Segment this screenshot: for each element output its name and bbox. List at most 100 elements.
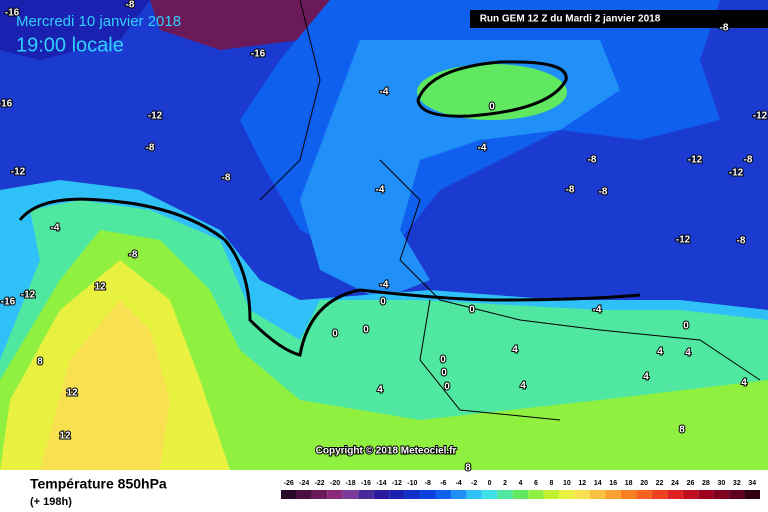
zero-contour bbox=[416, 60, 568, 118]
contour-label: -12 bbox=[676, 235, 691, 246]
scale-swatch bbox=[373, 490, 390, 499]
scale-swatch bbox=[682, 490, 699, 499]
field-warm bbox=[40, 300, 170, 470]
contour-label: 0 bbox=[489, 102, 495, 113]
scale-label: 24 bbox=[671, 480, 679, 487]
contour-label: 0 bbox=[441, 368, 447, 379]
scale-swatch bbox=[605, 490, 621, 499]
scale-swatch bbox=[389, 490, 405, 499]
contour-label: 0 bbox=[363, 325, 369, 336]
contour-label: -12 bbox=[21, 290, 36, 301]
contour-label: 0 bbox=[440, 355, 446, 366]
scale-label: 16 bbox=[609, 480, 617, 487]
scale-label: 18 bbox=[625, 480, 633, 487]
contour-label: 0 bbox=[380, 297, 386, 308]
date: Mercredi 10 janvier 2018 bbox=[16, 13, 181, 30]
contour-label: 0 bbox=[332, 329, 338, 340]
scale-swatch bbox=[636, 490, 652, 499]
contour-label: -12 bbox=[753, 111, 768, 122]
copyright: Copyright © 2018 Meteociel.fr bbox=[316, 446, 457, 457]
scale-swatch bbox=[574, 490, 591, 499]
scale-swatch bbox=[651, 490, 668, 499]
scale-label: 2 bbox=[503, 480, 507, 487]
run-box bbox=[470, 10, 768, 28]
scale-label: -8 bbox=[425, 480, 431, 487]
color-scale: -26 -24 -22 -20 -18 -16 -14 -12 -10 -8 -6 -4 -2 0 2 4 6 8… bbox=[281, 480, 760, 499]
contour-label: -16 bbox=[0, 99, 13, 110]
scale-label: 22 bbox=[656, 480, 664, 487]
contour-label: 0 bbox=[444, 382, 450, 393]
scale-swatch bbox=[590, 490, 606, 499]
contour-label: -8 bbox=[599, 187, 608, 198]
scale-label: -18 bbox=[345, 480, 355, 487]
scale-label: 12 bbox=[578, 480, 586, 487]
scale-label: -12 bbox=[392, 480, 402, 487]
contour-label: -12 bbox=[729, 168, 744, 179]
scale-label: 26 bbox=[687, 480, 695, 487]
contour-label: 8 bbox=[679, 425, 685, 436]
scale-label: 34 bbox=[748, 480, 756, 487]
scale-swatch bbox=[450, 490, 467, 499]
contour-label: -4 bbox=[593, 305, 602, 316]
scale-label: 14 bbox=[594, 480, 602, 487]
scale-swatch bbox=[620, 490, 637, 499]
scale-swatch bbox=[358, 490, 374, 499]
contour-label: 12 bbox=[66, 388, 78, 399]
contour-label: 0 bbox=[683, 321, 689, 332]
contour-label: 12 bbox=[59, 431, 71, 442]
contour-label: 8 bbox=[465, 463, 471, 474]
scale-label: 30 bbox=[717, 480, 725, 487]
scale-label: -6 bbox=[440, 480, 446, 487]
scale-label: -14 bbox=[376, 480, 386, 487]
scale-swatch bbox=[667, 490, 683, 499]
contour-label: -8 bbox=[129, 250, 138, 261]
scale-label: -4 bbox=[456, 480, 462, 487]
temperature-field bbox=[0, 0, 768, 470]
scale-swatch bbox=[435, 490, 451, 499]
zero-contour bbox=[18, 197, 641, 357]
footer-lead: (+ 198h) bbox=[30, 496, 72, 508]
contour-labels: -16-8-16-16-12-8-12-8-40-4-4-4-812-12-16… bbox=[0, 0, 768, 475]
scale-label: 10 bbox=[563, 480, 571, 487]
scale-label: -20 bbox=[330, 480, 340, 487]
scale-swatch bbox=[327, 490, 343, 499]
scale-swatch bbox=[466, 490, 482, 499]
run: Run GEM 12 Z du Mardi 2 janvier 2018 bbox=[480, 14, 661, 25]
contour-label: 4 bbox=[657, 347, 663, 358]
scale-swatch bbox=[698, 490, 714, 499]
scale-label: -24 bbox=[299, 480, 309, 487]
contour-label: -8 bbox=[566, 185, 575, 196]
scale-swatch bbox=[559, 490, 575, 499]
scale-swatch bbox=[528, 490, 544, 499]
contour-label: -4 bbox=[376, 185, 385, 196]
field-cold bbox=[0, 0, 150, 60]
scale-swatch bbox=[281, 490, 297, 499]
scale-label: 32 bbox=[733, 480, 741, 487]
contour-label: -4 bbox=[51, 223, 60, 234]
contour-label: -8 bbox=[588, 155, 597, 166]
contour-label: 8 bbox=[37, 357, 43, 368]
contour-label: 4 bbox=[520, 381, 526, 392]
scale-label: -22 bbox=[315, 480, 325, 487]
contour-label: 4 bbox=[685, 348, 691, 359]
scale-swatch bbox=[497, 490, 513, 499]
scale-label: -2 bbox=[471, 480, 477, 487]
contour-label: -16 bbox=[251, 49, 266, 60]
scale-swatch bbox=[744, 490, 760, 499]
coastline bbox=[259, 0, 761, 421]
contour-label: -12 bbox=[148, 111, 163, 122]
scale-swatch bbox=[404, 490, 421, 499]
scale-swatch bbox=[481, 490, 498, 499]
scale-swatch bbox=[512, 490, 529, 499]
contour-label: -4 bbox=[478, 143, 487, 154]
scale-swatch bbox=[729, 490, 745, 499]
scale-label: -10 bbox=[407, 480, 417, 487]
scale-label: -26 bbox=[284, 480, 294, 487]
contour-label: -12 bbox=[11, 167, 26, 178]
scale-label: 8 bbox=[549, 480, 553, 487]
contour-label: -8 bbox=[737, 236, 746, 247]
scale-label: 20 bbox=[640, 480, 648, 487]
contour-label: 0 bbox=[469, 305, 475, 316]
scale-label: 28 bbox=[702, 480, 710, 487]
